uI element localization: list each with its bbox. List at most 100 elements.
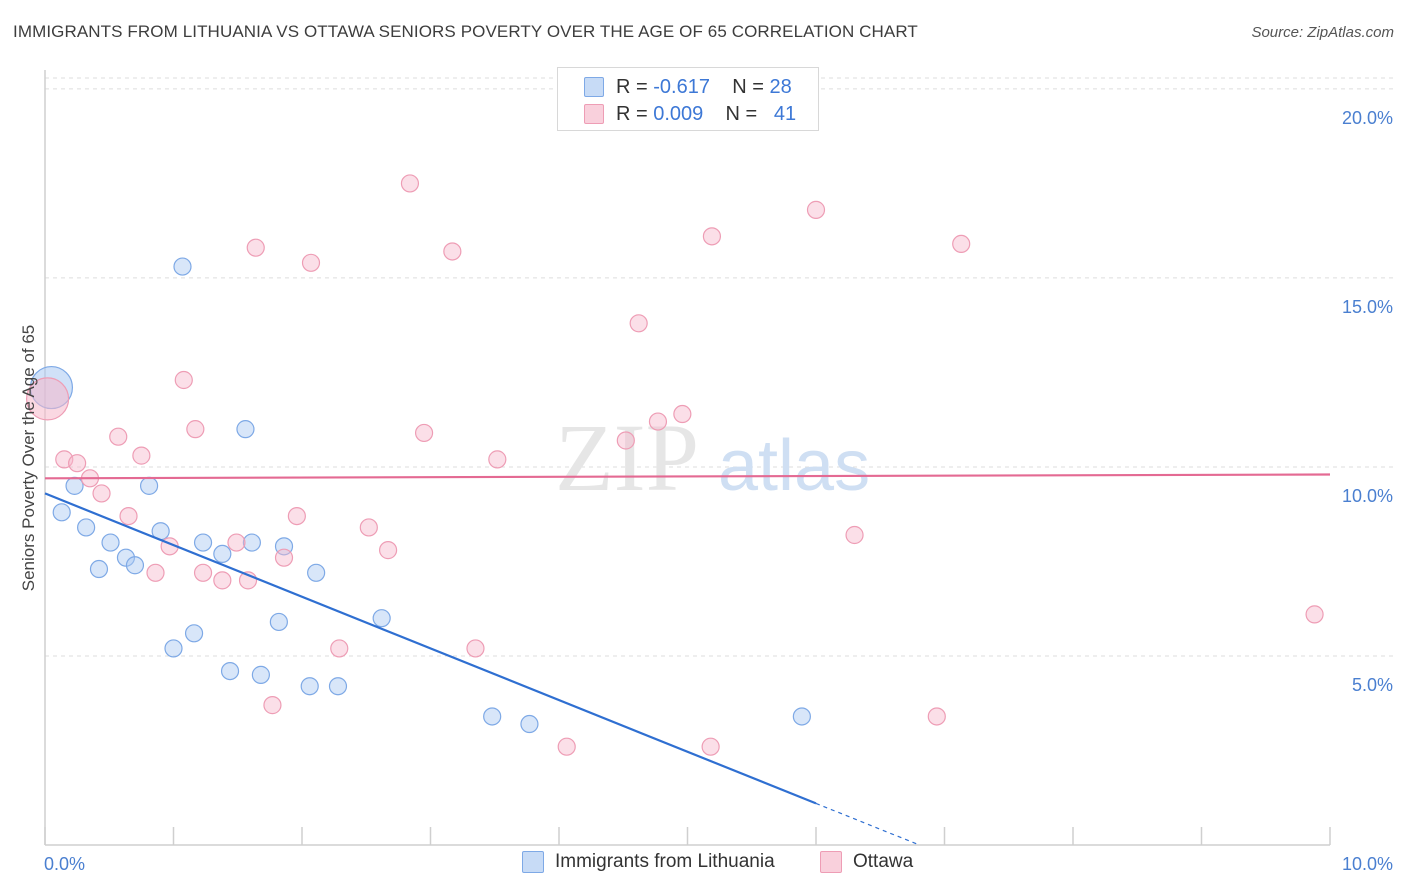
point-ottawa xyxy=(174,370,193,390)
point-ottawa xyxy=(952,234,971,254)
point-ottawa xyxy=(109,427,128,446)
point-lithuania xyxy=(193,533,213,552)
point-lithuania xyxy=(52,503,71,522)
n-label: N = xyxy=(725,102,758,125)
point-lithuania xyxy=(251,665,270,684)
point-ottawa xyxy=(648,412,668,431)
point-lithuania xyxy=(213,544,232,564)
point-ottawa xyxy=(359,518,378,537)
point-ottawa xyxy=(400,174,420,193)
point-ottawa xyxy=(25,377,70,421)
point-ottawa xyxy=(301,253,321,272)
n-value: 41 xyxy=(773,102,797,125)
x-tick-label: 10.0% xyxy=(1342,854,1393,874)
point-lithuania xyxy=(220,661,240,681)
y-axis-label: Seniors Poverty Over the Age of 65 xyxy=(19,325,38,591)
point-ottawa xyxy=(186,420,205,439)
legend-row-lithuania: R = -0.617 N = 28 xyxy=(584,74,792,100)
point-ottawa xyxy=(806,200,826,219)
point-ottawa xyxy=(443,242,462,261)
point-ottawa xyxy=(701,737,720,756)
point-ottawa xyxy=(119,506,138,526)
point-ottawa xyxy=(146,563,165,582)
point-lithuania xyxy=(372,609,391,628)
point-ottawa xyxy=(845,525,864,545)
r-label: R = xyxy=(616,102,648,125)
point-lithuania xyxy=(269,612,288,632)
point-ottawa xyxy=(92,484,111,503)
point-lithuania xyxy=(328,677,348,696)
watermark-atlas: atlas xyxy=(718,426,870,506)
point-lithuania xyxy=(139,476,159,495)
watermark-zip: ZIP xyxy=(555,404,699,511)
bottom-legend-label: Ottawa xyxy=(853,851,914,872)
point-lithuania xyxy=(236,420,255,439)
source-label: Source: ZipAtlas.com xyxy=(1251,24,1394,41)
point-ottawa xyxy=(414,423,434,443)
point-lithuania xyxy=(125,556,145,575)
point-ottawa xyxy=(702,227,722,246)
point-lithuania xyxy=(101,533,120,552)
x-tick-label: 0.0% xyxy=(44,854,85,874)
point-ottawa xyxy=(287,506,306,526)
point-lithuania xyxy=(307,563,326,582)
trend-line-extension xyxy=(815,802,920,846)
n-value: 28 xyxy=(769,75,792,98)
legend-swatch-ottawa xyxy=(584,104,604,124)
point-ottawa xyxy=(1305,605,1324,624)
grid-layer xyxy=(45,77,1395,657)
point-lithuania xyxy=(77,518,96,537)
chart-title: IMMIGRANTS FROM LITHUANIA VS OTTAWA SENI… xyxy=(13,22,918,41)
point-lithuania xyxy=(65,476,84,495)
stats-legend: R = -0.617 N = 28 R = 0.009 N = 41 xyxy=(557,67,819,131)
point-lithuania xyxy=(483,707,502,726)
trend-line-lithuania xyxy=(44,492,817,805)
r-value: 0.009 xyxy=(653,102,704,125)
point-ottawa xyxy=(68,454,87,473)
axes-layer xyxy=(44,70,1331,846)
point-lithuania xyxy=(520,714,539,734)
point-ottawa xyxy=(616,431,635,450)
point-ottawa xyxy=(673,404,692,424)
point-ottawa xyxy=(330,639,349,658)
point-ottawa xyxy=(557,737,576,756)
bottom-legend-label: Immigrants from Lithuania xyxy=(555,851,775,872)
point-ottawa xyxy=(246,238,265,257)
trend-line-ottawa xyxy=(44,473,1331,480)
legend-row-ottawa: R = 0.009 N = 41 xyxy=(584,101,796,127)
point-ottawa xyxy=(378,541,398,560)
watermark: ZIP atlas xyxy=(555,404,870,511)
y-tick-label: 10.0% xyxy=(1342,486,1393,506)
n-label: N = xyxy=(732,75,764,98)
r-value: -0.617 xyxy=(653,75,710,98)
point-ottawa xyxy=(274,548,294,567)
point-lithuania xyxy=(242,533,261,552)
labels-layer: 5.0% 10.0% 15.0% 20.0% 0.0% 10.0% Seniors Pove… xyxy=(19,108,1393,874)
bottom-swatch-lithuania xyxy=(522,851,544,873)
points-layer xyxy=(25,174,1324,756)
point-lithuania xyxy=(89,559,109,579)
point-ottawa xyxy=(488,450,507,469)
legend-swatch-lithuania xyxy=(584,77,604,97)
point-ottawa xyxy=(629,314,648,333)
y-tick-label: 20.0% xyxy=(1342,108,1393,128)
point-lithuania xyxy=(792,707,811,726)
trend-layer xyxy=(44,473,1331,846)
bottom-legend-lithuania: Immigrants from Lithuania xyxy=(522,851,775,873)
point-lithuania xyxy=(184,624,204,643)
bottom-legend-ottawa: Ottawa xyxy=(820,851,913,873)
y-tick-label: 15.0% xyxy=(1342,297,1393,317)
point-lithuania xyxy=(173,257,192,276)
point-lithuania xyxy=(164,639,183,658)
bottom-swatch-ottawa xyxy=(820,851,842,873)
r-label: R = xyxy=(616,75,648,98)
point-ottawa xyxy=(132,446,151,465)
point-ottawa xyxy=(227,533,246,552)
point-ottawa xyxy=(466,639,485,658)
point-ottawa xyxy=(213,571,232,590)
y-tick-label: 5.0% xyxy=(1352,675,1393,695)
point-ottawa xyxy=(193,563,213,582)
point-ottawa xyxy=(927,707,946,726)
point-ottawa xyxy=(263,696,282,715)
